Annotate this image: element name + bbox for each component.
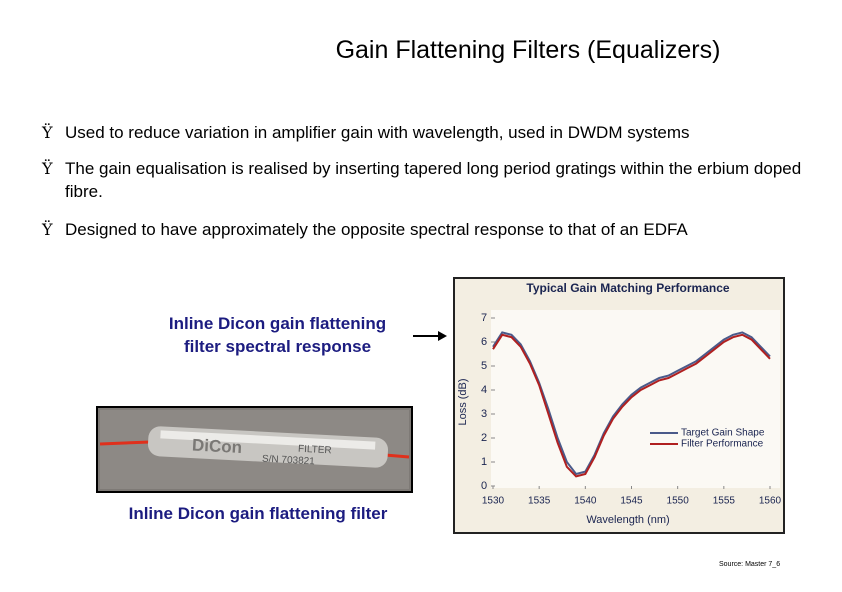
x-tick-label: 1560 (759, 496, 782, 507)
photo-serial: S/N 703821 (262, 454, 316, 468)
x-tick-label: 1535 (528, 496, 551, 507)
bullet-marker: Ÿ (42, 159, 53, 178)
legend-label: Target Gain Shape (681, 428, 765, 439)
plot-area (491, 310, 780, 488)
photo: DiCon FILTER S/N 703821 (96, 406, 413, 493)
x-tick-label: 1530 (482, 496, 505, 507)
bullet-text: Used to reduce variation in amplifier ga… (65, 123, 690, 142)
chart-title: Typical Gain Matching Performance (526, 281, 729, 295)
x-tick-label: 1550 (667, 496, 690, 507)
chart: Typical Gain Matching Performance Wavele… (453, 277, 785, 534)
photo-label: FILTER (298, 444, 332, 457)
y-tick-label: 2 (481, 432, 487, 444)
legend-label: Filter Performance (681, 439, 764, 450)
bullet-marker: Ÿ (42, 123, 53, 142)
photo-brand: DiCon (192, 435, 243, 457)
chart-caption: Inline Dicon gain flattening filter spec… (168, 314, 387, 356)
y-tick-label: 3 (481, 408, 487, 420)
bullet-text: Designed to have approximately the oppos… (65, 220, 688, 239)
bullet-text: The gain equalisation is realised by ins… (65, 159, 802, 201)
arrow (413, 331, 447, 341)
series-line (492, 333, 771, 478)
y-tick-label: 5 (481, 360, 487, 372)
source-note: Source: Master 7_6 (719, 561, 781, 568)
x-tick-label: 1555 (713, 496, 736, 507)
y-axis-label: Loss (dB) (457, 378, 469, 425)
bullet-marker: Ÿ (42, 220, 53, 239)
y-tick-label: 0 (481, 480, 487, 492)
photo-caption: Inline Dicon gain flattening filter (128, 504, 388, 523)
y-tick-label: 1 (481, 456, 487, 468)
slide-title: Gain Flattening Filters (Equalizers) (335, 36, 721, 64)
x-axis-label: Wavelength (nm) (586, 514, 669, 526)
y-tick-label: 6 (481, 336, 487, 348)
y-tick-label: 7 (481, 312, 487, 324)
x-tick-label: 1540 (574, 496, 597, 507)
x-tick-label: 1545 (620, 496, 643, 507)
y-tick-label: 4 (481, 384, 487, 396)
